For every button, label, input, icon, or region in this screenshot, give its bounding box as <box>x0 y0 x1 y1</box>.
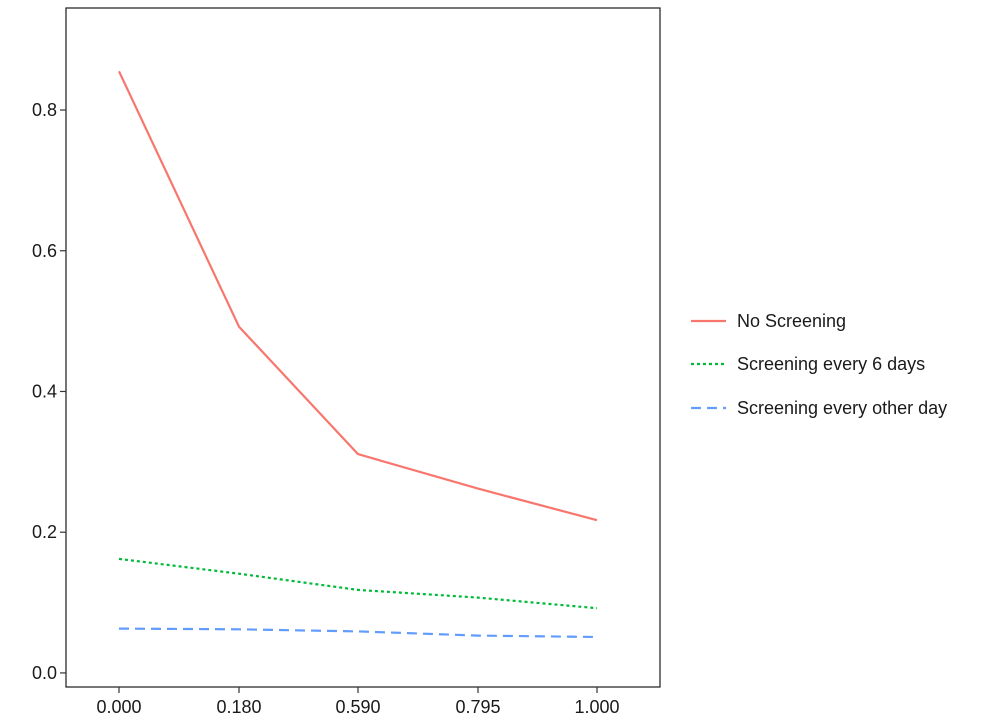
plot-panel <box>65 7 661 688</box>
x-tick-label: 0.000 <box>96 697 141 717</box>
x-tick-label: 0.180 <box>216 697 261 717</box>
x-tick-label: 0.795 <box>455 697 500 717</box>
y-tick-label: 0.4 <box>32 381 57 401</box>
series-line-3 <box>118 627 598 639</box>
series-line-1 <box>118 70 598 522</box>
y-tick-label: 0.2 <box>32 522 57 542</box>
x-tick-label: 0.590 <box>335 697 380 717</box>
legend-label-1: No Screening <box>737 311 846 331</box>
legend-label-3: Screening every other day <box>737 398 947 418</box>
series-line-2 <box>118 557 598 610</box>
legend-label-2: Screening every 6 days <box>737 354 925 374</box>
x-tick-label: 1.000 <box>574 697 619 717</box>
y-tick-label: 0.6 <box>32 241 57 261</box>
y-axis: 0.0 0.2 0.4 0.6 0.8 <box>32 100 66 683</box>
y-tick-label: 0.0 <box>32 663 57 683</box>
y-tick-label: 0.8 <box>32 100 57 120</box>
series-lines <box>118 70 598 639</box>
x-axis: 0.000 0.180 0.590 0.795 1.000 <box>96 687 620 717</box>
legend: No Screening Screening every 6 days Screen… <box>691 311 947 418</box>
